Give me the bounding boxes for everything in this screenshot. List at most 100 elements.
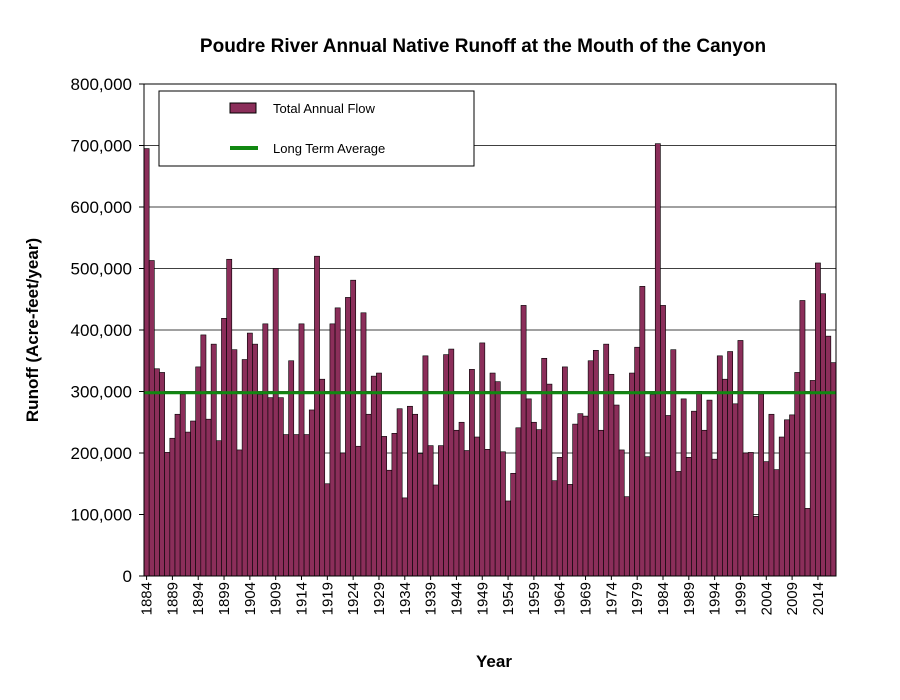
- bar: [360, 312, 367, 577]
- bar: [531, 421, 537, 577]
- bar: [205, 418, 212, 577]
- x-tick-label: 1889: [164, 582, 181, 615]
- y-tick-label: 300,000: [71, 383, 132, 402]
- bar: [236, 449, 243, 577]
- y-tick-label: 800,000: [71, 75, 132, 94]
- chart-title: Poudre River Annual Native Runoff at the…: [200, 36, 766, 57]
- x-tick-label: 1884: [139, 582, 156, 615]
- bar: [365, 413, 372, 577]
- x-tick-label: 1909: [268, 582, 285, 615]
- bar: [143, 148, 150, 577]
- bar: [644, 456, 651, 577]
- bar: [246, 332, 253, 577]
- bar: [407, 405, 413, 577]
- bar: [618, 449, 625, 577]
- bar: [267, 397, 274, 577]
- x-tick-label: 1894: [190, 582, 207, 615]
- bar: [778, 436, 785, 577]
- bar: [479, 342, 486, 577]
- bar: [763, 461, 770, 577]
- bar: [825, 335, 832, 577]
- bar: [706, 399, 713, 577]
- bar: [546, 383, 553, 577]
- bar: [164, 452, 171, 577]
- bar: [355, 445, 362, 577]
- x-tick-label: 1929: [371, 582, 388, 615]
- bar: [448, 348, 455, 577]
- bar: [809, 380, 816, 577]
- bar: [603, 343, 610, 577]
- x-tick-label: 1969: [578, 582, 595, 615]
- bar: [799, 300, 806, 577]
- bar: [551, 480, 558, 577]
- bar: [345, 297, 351, 577]
- y-tick-label: 400,000: [71, 321, 132, 340]
- bar: [753, 516, 759, 577]
- bar: [598, 429, 604, 577]
- bar: [758, 393, 764, 577]
- bar: [794, 372, 801, 577]
- y-tick-label: 600,000: [71, 198, 132, 217]
- bar: [469, 369, 475, 577]
- bar: [623, 496, 630, 577]
- legend-label-average: Long Term Average: [273, 141, 385, 156]
- bar: [226, 258, 233, 577]
- bar: [592, 349, 599, 577]
- x-tick-label: 1984: [655, 582, 672, 615]
- bar: [830, 362, 837, 577]
- x-tick-label: 1914: [294, 582, 311, 615]
- bar: [737, 340, 744, 577]
- bar: [742, 452, 749, 577]
- bar: [711, 458, 718, 577]
- y-tick-label: 0: [123, 567, 132, 586]
- bar: [556, 457, 563, 577]
- bar: [685, 457, 692, 577]
- x-tick-label: 1924: [345, 582, 362, 615]
- bar: [701, 429, 708, 577]
- bar: [582, 415, 589, 577]
- x-tick-label: 1954: [500, 582, 517, 615]
- bar: [370, 375, 377, 577]
- bar: [634, 346, 641, 577]
- bar: [654, 143, 661, 577]
- bar: [453, 429, 460, 577]
- bar: [567, 484, 573, 577]
- x-tick-label: 1974: [603, 582, 620, 615]
- bar: [815, 262, 821, 577]
- y-tick-label: 200,000: [71, 444, 132, 463]
- x-tick-label: 1964: [552, 582, 569, 615]
- bar: [334, 307, 341, 577]
- bar: [716, 355, 723, 577]
- bar: [577, 413, 584, 577]
- bar: [376, 372, 382, 577]
- x-tick-label: 1994: [707, 582, 724, 615]
- bar: [438, 445, 444, 577]
- x-tick-label: 1939: [423, 582, 440, 615]
- bar: [505, 500, 511, 577]
- bar: [510, 472, 517, 577]
- bar: [474, 436, 480, 577]
- bar: [768, 413, 775, 577]
- bar: [489, 372, 496, 577]
- bar: [339, 452, 346, 577]
- bar: [561, 366, 568, 577]
- bar: [649, 394, 656, 577]
- bar: [303, 434, 310, 577]
- bar: [613, 404, 620, 577]
- bar: [665, 415, 672, 577]
- bar: [401, 497, 408, 577]
- x-tick-label: 1919: [319, 582, 336, 615]
- bar: [484, 449, 491, 577]
- bar: [458, 421, 465, 577]
- x-tick-label: 2004: [758, 582, 775, 615]
- bar: [417, 453, 424, 577]
- bar: [536, 429, 542, 577]
- bar: [639, 286, 646, 577]
- bar: [691, 410, 697, 577]
- bar: [179, 393, 186, 577]
- bar: [308, 409, 315, 577]
- x-tick-label: 1944: [448, 582, 465, 615]
- x-tick-label: 1904: [242, 582, 259, 615]
